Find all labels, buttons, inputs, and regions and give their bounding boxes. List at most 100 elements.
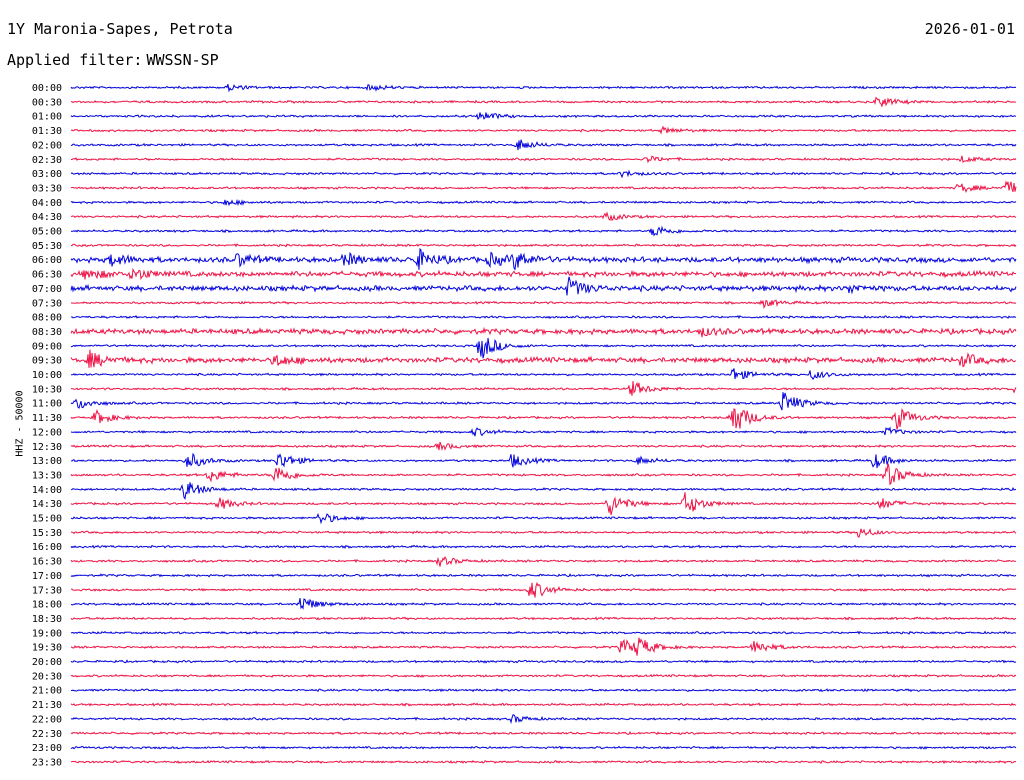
row-time-label: 21:00 — [32, 686, 62, 697]
seismic-trace-row — [70, 745, 1017, 750]
row-time-label: 05:30 — [32, 241, 62, 252]
seismic-trace-row — [70, 482, 1017, 500]
row-time-label: 03:30 — [32, 183, 62, 194]
filter-value: WWSSN-SP — [146, 51, 219, 69]
row-time-label: 15:00 — [32, 514, 62, 525]
seismic-trace-row — [70, 714, 1017, 725]
seismic-trace-row — [70, 349, 1017, 368]
seismic-trace-row — [70, 392, 1017, 411]
row-time-label: 10:30 — [32, 384, 62, 395]
row-time-label: 04:00 — [32, 198, 62, 209]
row-time-label: 11:30 — [32, 413, 62, 424]
row-time-label: 22:00 — [32, 714, 62, 725]
seismic-trace-row — [70, 463, 1017, 486]
seismic-trace-row — [70, 528, 1017, 538]
seismic-trace-row — [70, 267, 1016, 281]
seismic-trace-row — [70, 573, 1017, 578]
filter-label-text: Applied filter: — [7, 51, 143, 69]
seismic-trace-row — [70, 198, 1017, 207]
seismic-trace-row — [71, 155, 1017, 164]
row-time-label: 00:30 — [32, 97, 62, 108]
row-time-label: 07:30 — [32, 298, 62, 309]
row-time-label: 21:30 — [32, 700, 62, 711]
seismic-trace-row — [70, 673, 1017, 678]
seismic-trace-row — [70, 169, 1017, 179]
row-time-label: 01:00 — [32, 112, 62, 123]
seismic-trace-row — [70, 544, 1017, 549]
row-time-label: 18:30 — [32, 614, 62, 625]
seismic-trace-row — [70, 243, 1017, 248]
seismic-trace-row — [70, 368, 1017, 381]
seismic-trace-row — [70, 314, 1017, 320]
seismic-trace-row — [70, 637, 1017, 656]
row-time-label: 09:00 — [32, 341, 62, 352]
seismic-trace-row — [70, 326, 1017, 338]
row-time-label: 14:00 — [32, 485, 62, 496]
seismic-trace-row — [70, 702, 1017, 707]
seismic-trace-row — [70, 616, 1017, 621]
seismic-trace-row — [70, 276, 1017, 296]
seismic-trace-row — [70, 441, 1017, 452]
seismic-trace-row — [71, 211, 1017, 222]
seismic-trace-row — [70, 598, 1017, 610]
seismic-trace-row — [70, 299, 1017, 310]
row-time-label: 17:30 — [32, 585, 62, 596]
row-time-label: 19:30 — [32, 643, 62, 654]
station-title: 1Y Maronia-Sapes, Petrota — [7, 20, 233, 38]
row-time-label: 05:00 — [32, 227, 62, 238]
seismic-trace-row — [70, 112, 1016, 121]
seismic-trace-row — [70, 125, 1017, 135]
date-label: 2026-01-01 — [924, 20, 1015, 38]
seismic-trace-row — [70, 512, 1017, 525]
seismic-trace-row — [70, 759, 1017, 765]
row-time-label: 01:30 — [32, 126, 62, 137]
seismic-trace-row — [70, 731, 1017, 736]
seismic-trace-row — [70, 337, 1017, 359]
row-time-label: 23:30 — [32, 757, 62, 768]
seismic-trace-row — [70, 381, 1017, 396]
row-time-label: 15:30 — [32, 528, 62, 539]
row-time-label: 06:00 — [32, 255, 62, 266]
seismic-trace-row — [70, 96, 1017, 107]
row-time-label: 17:00 — [32, 571, 62, 582]
row-time-label: 10:00 — [32, 370, 62, 381]
row-time-label: 16:00 — [32, 542, 62, 553]
seismic-trace-row — [70, 492, 1017, 516]
row-time-label: 07:00 — [32, 284, 62, 295]
row-time-label: 22:30 — [32, 729, 62, 740]
seismic-trace-row — [70, 139, 1017, 151]
seismic-trace-row — [70, 426, 1017, 437]
seismic-trace-row — [70, 408, 1017, 430]
row-time-label: 13:00 — [32, 456, 62, 467]
row-time-label: 19:00 — [32, 628, 62, 639]
seismic-trace-row — [70, 248, 1017, 271]
row-time-label: 16:30 — [32, 557, 62, 568]
row-time-label: 03:00 — [32, 169, 62, 180]
seismic-trace-row — [70, 688, 1017, 693]
row-time-label: 18:00 — [32, 600, 62, 611]
seismic-trace-row — [70, 659, 1017, 664]
seismic-trace-row — [70, 630, 1017, 635]
filter-label: Applied filter: WWSSN-SP — [7, 51, 219, 69]
row-time-label: 13:30 — [32, 470, 62, 481]
row-time-label: 02:00 — [32, 140, 62, 151]
seismic-trace-row — [70, 556, 1017, 567]
row-time-label: 20:00 — [32, 657, 62, 668]
row-time-label: 12:30 — [32, 442, 62, 453]
row-time-label: 09:30 — [32, 356, 62, 367]
row-time-label: 02:30 — [32, 155, 62, 166]
row-time-label: 08:00 — [32, 313, 62, 324]
seismic-trace-row — [70, 225, 1017, 237]
row-time-label: 11:00 — [32, 399, 62, 410]
seismic-trace-row — [70, 84, 1017, 93]
row-time-label: 12:00 — [32, 427, 62, 438]
row-time-label: 14:30 — [32, 499, 62, 510]
row-time-label: 04:30 — [32, 212, 62, 223]
seismic-trace-row — [70, 180, 1017, 193]
seismic-trace-row — [71, 581, 1017, 598]
row-time-label: 00:00 — [32, 83, 62, 94]
row-time-label: 23:00 — [32, 743, 62, 754]
row-time-label: 20:30 — [32, 671, 62, 682]
row-time-label: 08:30 — [32, 327, 62, 338]
